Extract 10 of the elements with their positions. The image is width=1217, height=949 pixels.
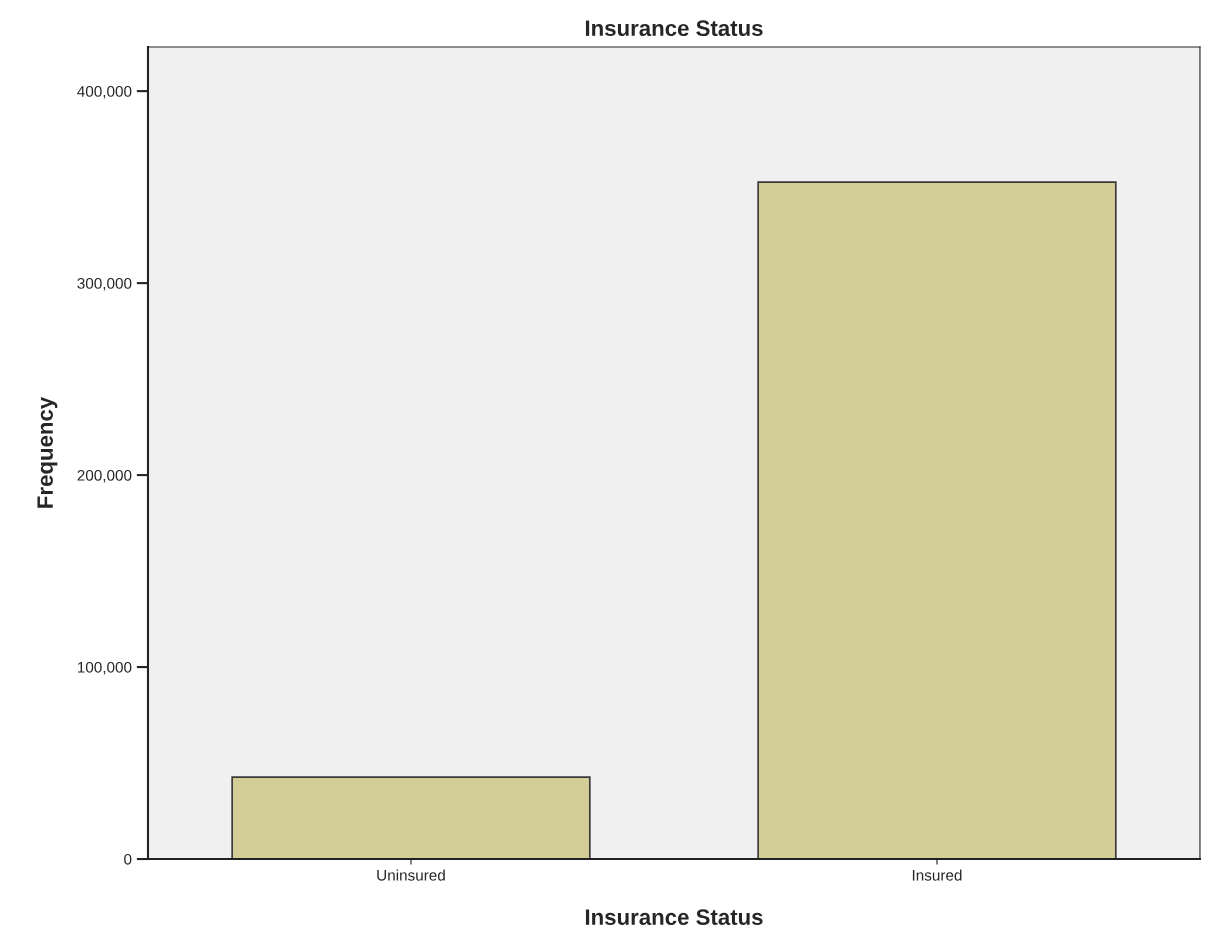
y-axis-title: Frequency bbox=[37, 396, 58, 508]
y-tick-label: 400,000 bbox=[77, 86, 132, 99]
y-tick-label: 200,000 bbox=[77, 469, 132, 483]
y-tick-label: 100,000 bbox=[77, 661, 132, 675]
y-tick-label: 0 bbox=[124, 853, 132, 865]
chart-title: Insurance Status bbox=[585, 20, 763, 37]
x-axis-title: Insurance Status bbox=[585, 909, 763, 926]
y-tick-label: 300,000 bbox=[77, 277, 132, 291]
x-tick-label: Insured bbox=[912, 869, 962, 881]
x-tick-label: Uninsured bbox=[377, 869, 445, 881]
